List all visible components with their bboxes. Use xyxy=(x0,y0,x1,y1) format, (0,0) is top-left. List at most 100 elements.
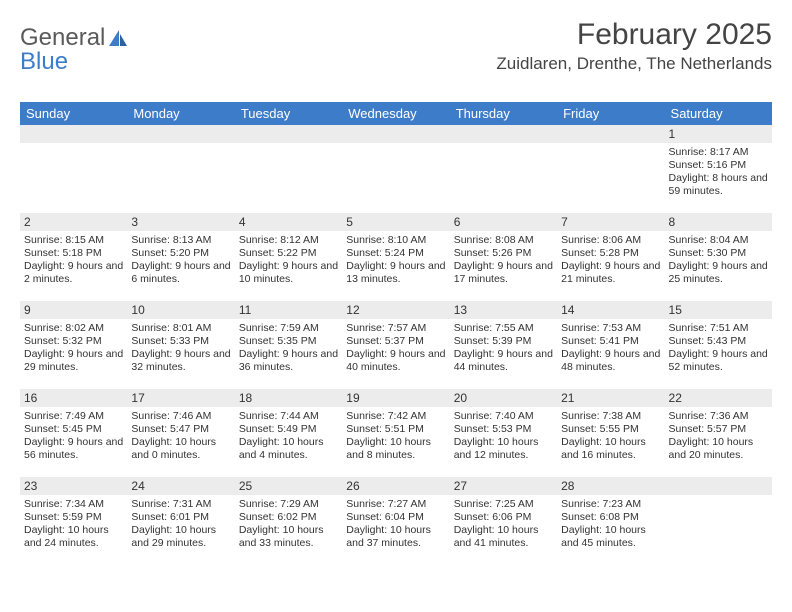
daylight-text: Daylight: 9 hours and 10 minutes. xyxy=(239,260,338,286)
week-row: 23Sunrise: 7:34 AMSunset: 5:59 PMDayligh… xyxy=(20,477,772,565)
day-detail: Sunrise: 8:15 AMSunset: 5:18 PMDaylight:… xyxy=(20,231,127,293)
calendar-cell: 1Sunrise: 8:17 AMSunset: 5:16 PMDaylight… xyxy=(665,125,772,213)
calendar-cell: 15Sunrise: 7:51 AMSunset: 5:43 PMDayligh… xyxy=(665,301,772,389)
daylight-text: Daylight: 9 hours and 36 minutes. xyxy=(239,348,338,374)
calendar-cell: 13Sunrise: 7:55 AMSunset: 5:39 PMDayligh… xyxy=(450,301,557,389)
calendar-cell: 14 Sunrise: 7:53 AMSunset: 5:41 PMDayligh… xyxy=(557,301,664,389)
day-number: 2 xyxy=(24,215,31,229)
calendar-cell: 27Sunrise: 7:25 AMSunset: 6:06 PMDayligh… xyxy=(450,477,557,565)
day-detail xyxy=(342,143,449,152)
daylight-text: Daylight: 10 hours and 16 minutes. xyxy=(561,436,660,462)
day-number: 28 xyxy=(561,479,574,493)
sunset-text: Sunset: 5:47 PM xyxy=(131,423,230,436)
daynum-row xyxy=(235,125,342,143)
day-detail: Sunrise: 8:06 AMSunset: 5:28 PMDaylight:… xyxy=(557,231,664,293)
calendar-cell xyxy=(127,125,234,213)
location: Zuidlaren, Drenthe, The Netherlands xyxy=(496,54,772,74)
day-header-mon: Monday xyxy=(127,102,234,125)
day-number: 26 xyxy=(346,479,359,493)
day-detail: Sunrise: 7:38 AMSunset: 5:55 PMDaylight:… xyxy=(557,407,664,469)
sunset-text: Sunset: 5:55 PM xyxy=(561,423,660,436)
month-title: February 2025 xyxy=(496,18,772,52)
calendar-cell: 10Sunrise: 8:01 AMSunset: 5:33 PMDayligh… xyxy=(127,301,234,389)
sunset-text: Sunset: 5:37 PM xyxy=(346,335,445,348)
daynum-row xyxy=(450,125,557,143)
sunset-text: Sunset: 6:02 PM xyxy=(239,511,338,524)
day-header-row: Sunday Monday Tuesday Wednesday Thursday… xyxy=(20,102,772,125)
sunset-text: Sunset: 5:30 PM xyxy=(669,247,768,260)
day-detail: Sunrise: 7:29 AMSunset: 6:02 PMDaylight:… xyxy=(235,495,342,557)
sunset-text: Sunset: 5:45 PM xyxy=(24,423,123,436)
week-row: 9Sunrise: 8:02 AMSunset: 5:32 PMDaylight… xyxy=(20,301,772,389)
day-number: 5 xyxy=(346,215,353,229)
sunrise-text: Sunrise: 7:51 AM xyxy=(669,322,768,335)
day-detail: Sunrise: 8:17 AMSunset: 5:16 PMDaylight:… xyxy=(665,143,772,205)
day-number: 23 xyxy=(24,479,37,493)
sunset-text: Sunset: 5:41 PM xyxy=(561,335,660,348)
day-detail xyxy=(127,143,234,152)
sunset-text: Sunset: 5:57 PM xyxy=(669,423,768,436)
header: General February 2025 Zuidlaren, Drenthe… xyxy=(20,18,772,74)
day-header-tue: Tuesday xyxy=(235,102,342,125)
calendar-cell: 6 Sunrise: 8:08 AMSunset: 5:26 PMDaylight… xyxy=(450,213,557,301)
sunrise-text: Sunrise: 8:04 AM xyxy=(669,234,768,247)
logo-text-blue: Blue xyxy=(20,48,68,76)
daynum-row: 20 xyxy=(450,389,557,407)
sunset-text: Sunset: 5:32 PM xyxy=(24,335,123,348)
daynum-row: 1 xyxy=(665,125,772,143)
calendar-cell: 22Sunrise: 7:36 AMSunset: 5:57 PMDayligh… xyxy=(665,389,772,477)
daylight-text: Daylight: 9 hours and 56 minutes. xyxy=(24,436,123,462)
calendar-cell: 11Sunrise: 7:59 AMSunset: 5:35 PMDayligh… xyxy=(235,301,342,389)
sunrise-text: Sunrise: 8:17 AM xyxy=(669,146,768,159)
sunrise-text: Sunrise: 8:15 AM xyxy=(24,234,123,247)
day-detail: Sunrise: 7:51 AMSunset: 5:43 PMDaylight:… xyxy=(665,319,772,381)
calendar-cell: 5Sunrise: 8:10 AMSunset: 5:24 PMDaylight… xyxy=(342,213,449,301)
day-number: 6 xyxy=(454,215,461,229)
day-header-sun: Sunday xyxy=(20,102,127,125)
day-detail: Sunrise: 8:12 AMSunset: 5:22 PMDaylight:… xyxy=(235,231,342,293)
day-detail: Sunrise: 7:53 AMSunset: 5:41 PMDaylight:… xyxy=(557,319,664,381)
sunrise-text: Sunrise: 7:57 AM xyxy=(346,322,445,335)
sunset-text: Sunset: 5:24 PM xyxy=(346,247,445,260)
daylight-text: Daylight: 9 hours and 13 minutes. xyxy=(346,260,445,286)
calendar-cell: 16Sunrise: 7:49 AMSunset: 5:45 PMDayligh… xyxy=(20,389,127,477)
daynum-row: 25 xyxy=(235,477,342,495)
calendar-cell: 8 Sunrise: 8:04 AMSunset: 5:30 PMDaylight… xyxy=(665,213,772,301)
day-number: 8 xyxy=(669,215,676,229)
calendar-cell: 3Sunrise: 8:13 AMSunset: 5:20 PMDaylight… xyxy=(127,213,234,301)
daynum-row: 7 xyxy=(557,213,664,231)
sunset-text: Sunset: 6:06 PM xyxy=(454,511,553,524)
daynum-row: 4 xyxy=(235,213,342,231)
day-detail: Sunrise: 8:08 AMSunset: 5:26 PMDaylight:… xyxy=(450,231,557,293)
week-row: 16Sunrise: 7:49 AMSunset: 5:45 PMDayligh… xyxy=(20,389,772,477)
daynum-row: 18 xyxy=(235,389,342,407)
daylight-text: Daylight: 10 hours and 0 minutes. xyxy=(131,436,230,462)
sunrise-text: Sunrise: 7:23 AM xyxy=(561,498,660,511)
day-detail: Sunrise: 7:59 AMSunset: 5:35 PMDaylight:… xyxy=(235,319,342,381)
day-detail xyxy=(557,143,664,152)
calendar-cell xyxy=(235,125,342,213)
day-detail: Sunrise: 8:04 AMSunset: 5:30 PMDaylight:… xyxy=(665,231,772,293)
day-number: 22 xyxy=(669,391,682,405)
sunrise-text: Sunrise: 8:08 AM xyxy=(454,234,553,247)
day-number: 10 xyxy=(131,303,144,317)
daylight-text: Daylight: 10 hours and 29 minutes. xyxy=(131,524,230,550)
day-number: 27 xyxy=(454,479,467,493)
daynum-row: 3 xyxy=(127,213,234,231)
title-block: February 2025 Zuidlaren, Drenthe, The Ne… xyxy=(496,18,772,74)
daylight-text: Daylight: 10 hours and 12 minutes. xyxy=(454,436,553,462)
daylight-text: Daylight: 9 hours and 32 minutes. xyxy=(131,348,230,374)
sunrise-text: Sunrise: 7:44 AM xyxy=(239,410,338,423)
weeks-container: 1Sunrise: 8:17 AMSunset: 5:16 PMDaylight… xyxy=(20,125,772,565)
day-number: 14 xyxy=(561,303,574,317)
day-detail: Sunrise: 7:42 AMSunset: 5:51 PMDaylight:… xyxy=(342,407,449,469)
calendar-cell: 26Sunrise: 7:27 AMSunset: 6:04 PMDayligh… xyxy=(342,477,449,565)
day-detail: Sunrise: 7:44 AMSunset: 5:49 PMDaylight:… xyxy=(235,407,342,469)
daynum-row: 26 xyxy=(342,477,449,495)
daylight-text: Daylight: 10 hours and 20 minutes. xyxy=(669,436,768,462)
daynum-row: 14 xyxy=(557,301,664,319)
calendar-cell: 23Sunrise: 7:34 AMSunset: 5:59 PMDayligh… xyxy=(20,477,127,565)
sunrise-text: Sunrise: 7:31 AM xyxy=(131,498,230,511)
calendar-cell: 2 Sunrise: 8:15 AMSunset: 5:18 PMDaylight… xyxy=(20,213,127,301)
day-number: 25 xyxy=(239,479,252,493)
